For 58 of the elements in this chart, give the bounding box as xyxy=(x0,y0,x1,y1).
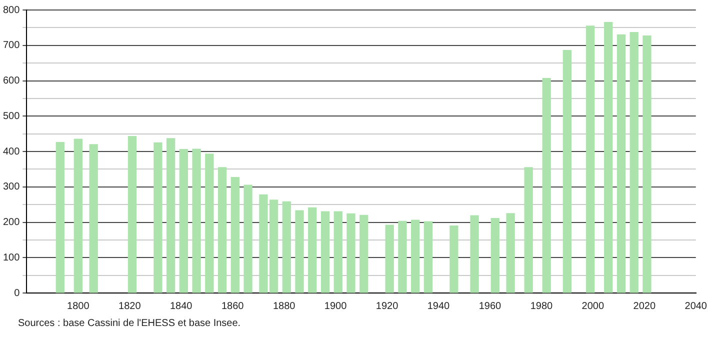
x-tick-label: 1840 xyxy=(170,300,193,312)
x-tick-label: 2020 xyxy=(633,300,656,312)
y-tick-label: 200 xyxy=(2,217,20,228)
bar xyxy=(385,224,394,293)
y-tick-label: 100 xyxy=(2,252,20,264)
y-tick-label: 600 xyxy=(2,76,20,86)
bar xyxy=(282,201,291,293)
x-tick-label: 1980 xyxy=(530,300,554,312)
bar xyxy=(411,220,420,293)
bar xyxy=(470,215,479,293)
bar xyxy=(230,176,240,293)
bar xyxy=(424,221,433,293)
bar xyxy=(642,35,652,293)
bar xyxy=(89,144,98,293)
bar xyxy=(205,154,214,293)
bar xyxy=(630,32,638,293)
y-tick-label: 700 xyxy=(2,40,20,52)
x-tick-label: 2000 xyxy=(582,300,604,312)
x-tick-label: 2040 xyxy=(684,300,708,312)
bar xyxy=(334,211,342,293)
y-tick-label: 800 xyxy=(2,4,20,16)
bar xyxy=(490,218,500,293)
x-tick-label: 1820 xyxy=(118,300,142,312)
bar xyxy=(586,26,595,293)
bar xyxy=(320,211,330,293)
x-tick-label: 1860 xyxy=(221,300,244,312)
x-tick-label: 1800 xyxy=(67,300,90,312)
bar xyxy=(128,136,137,293)
bar xyxy=(295,210,304,293)
bar xyxy=(524,167,533,293)
bar xyxy=(166,138,176,293)
bar xyxy=(360,214,368,293)
bar xyxy=(616,34,626,293)
y-tick-label: 0 xyxy=(14,288,20,299)
x-tick-label: 1940 xyxy=(427,300,450,312)
bar xyxy=(56,142,64,293)
source-note: Sources : base Cassini de l'EHESS et base Insee. xyxy=(18,318,241,329)
bar xyxy=(74,138,82,293)
x-tick-label: 1920 xyxy=(376,300,399,312)
bar xyxy=(542,78,551,293)
bar xyxy=(308,207,317,293)
y-tick-label: 300 xyxy=(2,182,20,193)
bar xyxy=(179,149,188,293)
bar xyxy=(192,148,201,293)
y-tick-label: 500 xyxy=(2,110,20,122)
bar xyxy=(604,22,613,293)
bar xyxy=(506,213,515,293)
x-tick-label: 1880 xyxy=(272,300,296,312)
x-tick-label: 1960 xyxy=(478,300,502,312)
x-tick-label: 1900 xyxy=(324,300,348,312)
y-tick-label: 400 xyxy=(2,146,20,158)
bar xyxy=(562,50,572,293)
bar xyxy=(398,220,407,293)
bar xyxy=(154,142,162,293)
bar xyxy=(218,167,227,293)
bar xyxy=(346,213,356,293)
bar xyxy=(450,225,458,293)
bar xyxy=(244,184,252,293)
